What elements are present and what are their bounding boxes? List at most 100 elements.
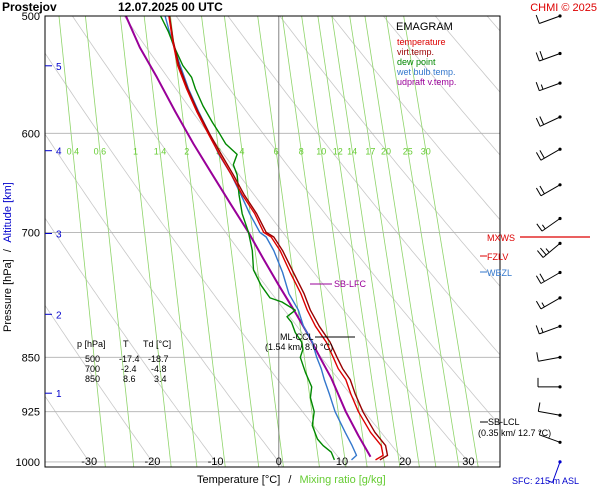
- temperature-tick-label: 30: [462, 456, 474, 468]
- altitude-tick-label: 4: [56, 147, 62, 158]
- table-cell: 700: [85, 364, 100, 374]
- sfc-label: SFC: 215 m ASL: [512, 476, 579, 486]
- wind-barb-flag: [535, 82, 540, 91]
- table-header-td: Td [°C]: [143, 339, 171, 349]
- station-name: Prostejov: [2, 0, 57, 14]
- wind-barb-station: [558, 385, 562, 389]
- mixing-ratio-line: [201, 16, 260, 467]
- mixing-ratio-labels: 0.4 0.6 1 1.4 2 3 4 6 8 10 12 14 17 20 25 30: [67, 146, 431, 156]
- legend-item-wet-bulb: wet bulb temp.: [396, 67, 456, 77]
- wind-barb-station: [558, 270, 562, 275]
- wind-barb-flag: [538, 429, 542, 435]
- wind-barb: [535, 270, 562, 284]
- series-group: [124, 16, 389, 461]
- wind-barb-flag: [535, 275, 542, 284]
- x-axis-label: Temperature [°C] / Mixing ratio [g/kg]: [197, 474, 386, 486]
- wind-barb-station: [558, 324, 562, 328]
- wind-barbs: [535, 14, 562, 483]
- mixing-ratio-line: [301, 16, 368, 467]
- mixing-ratio-label: 14: [347, 146, 357, 156]
- pressure-tick-label: 925: [22, 407, 40, 419]
- mixing-ratio-line: [317, 16, 386, 467]
- wind-barb-station: [558, 440, 562, 444]
- wind-barb-station: [558, 51, 562, 56]
- wind-barb-shaft: [539, 15, 561, 24]
- dry-adiabat: [279, 16, 500, 287]
- wind-barb: [535, 81, 562, 92]
- temperature-tick-label: 0: [276, 456, 282, 468]
- table-header-p: p [hPa]: [77, 339, 106, 349]
- altitude-ticks: 5 4 3 2 1: [45, 62, 62, 400]
- wind-barb-station: [558, 296, 562, 300]
- y-axis-label: Pressure [hPa] / Altitude [km]: [2, 182, 14, 332]
- wind-barb-flag: [535, 52, 540, 62]
- mixing-ratio-label: 0.6: [94, 146, 107, 156]
- mixing-ratio-line: [349, 16, 420, 467]
- mixing-ratio-line: [119, 16, 172, 467]
- temperature-tick-label: -30: [81, 456, 97, 468]
- table-cell: 850: [85, 374, 100, 384]
- pressure-tick-label: 600: [22, 128, 40, 140]
- table-cell: -17.4: [119, 354, 140, 364]
- wind-barb-flag: [540, 84, 544, 90]
- x-axis-label-sep: /: [288, 474, 292, 486]
- wind-barb: [536, 352, 562, 362]
- series-line-virt-temp-: [168, 16, 389, 461]
- table-cell: -2.4: [121, 364, 137, 374]
- wind-barb-shaft: [539, 116, 561, 127]
- temperature-ticks: -30 -20 -10 0 10 20 30: [81, 456, 474, 468]
- mixing-ratio-label: 25: [403, 146, 413, 156]
- dry-adiabat: [45, 395, 94, 467]
- wind-barb: [535, 51, 562, 62]
- sb-lcl-label: SB-LCL: [488, 417, 520, 427]
- wind-barb-shaft: [538, 356, 561, 362]
- mixing-ratio-label: 4: [239, 146, 244, 156]
- legend: EMAGRAM temperature virt.temp. dew point…: [396, 21, 456, 87]
- legend-item-updraft: udpraft v.temp.: [397, 77, 456, 87]
- wind-barb: [536, 216, 562, 232]
- mixing-ratio-label: 17: [365, 146, 375, 156]
- pressure-ticks: 500 600 700 850 925 1000: [16, 11, 40, 469]
- mixing-ratio-line: [223, 16, 284, 467]
- mixing-ratio-line: [331, 16, 401, 467]
- mixing-ratio-line: [84, 16, 135, 467]
- mixing-ratio-label: 12: [333, 146, 343, 156]
- wind-barb-station: [558, 115, 562, 119]
- sb-lfc-label: SB-LFC: [334, 279, 367, 289]
- wind-barb-flag: [547, 480, 553, 483]
- ml-ccl-detail: (1.54 km/ 8.0 °C): [265, 342, 333, 352]
- wind-barb: [535, 14, 562, 24]
- table-cell: -4.8: [151, 364, 167, 374]
- dry-adiabat: [45, 304, 157, 467]
- wind-barb-shaft: [539, 82, 561, 92]
- mixing-ratio-label: 1: [133, 146, 138, 156]
- wind-barb-flag: [540, 327, 544, 333]
- y-axis-label-sep: /: [2, 248, 14, 252]
- mixing-ratio-line: [170, 16, 226, 467]
- wind-barb-shaft: [552, 461, 561, 483]
- wind-barb: [535, 147, 562, 161]
- wind-barb-station: [558, 355, 562, 359]
- wind-barb-flag: [541, 302, 545, 308]
- legend-item-dew-point: dew point: [397, 57, 436, 67]
- dry-adiabat: [71, 16, 410, 467]
- annotations: SB-LFC ML-CCL (1.54 km/ 8.0 °C) SB-LCL (…: [265, 233, 590, 486]
- altitude-tick-label: 1: [56, 389, 62, 400]
- wind-barb-shaft: [539, 325, 561, 335]
- temperature-tick-label: -20: [144, 456, 160, 468]
- mixing-ratio-label: 3: [216, 146, 221, 156]
- mixing-ratio-line: [58, 16, 106, 467]
- altitude-tick-label: 3: [56, 230, 62, 241]
- series-line-udpraft-v-temp-: [124, 16, 372, 458]
- mixing-ratio-label: 20: [381, 146, 391, 156]
- altitude-tick-label: 2: [56, 310, 62, 321]
- wind-barb-flag: [536, 352, 539, 362]
- dry-adiabat: [331, 16, 500, 221]
- wind-barb: [538, 429, 562, 444]
- wind-barb: [535, 115, 562, 127]
- wind-barb-flag: [539, 185, 545, 195]
- wind-barb-flag: [535, 187, 542, 197]
- wind-barb-station: [558, 241, 562, 245]
- pressure-tick-label: 1000: [16, 457, 40, 469]
